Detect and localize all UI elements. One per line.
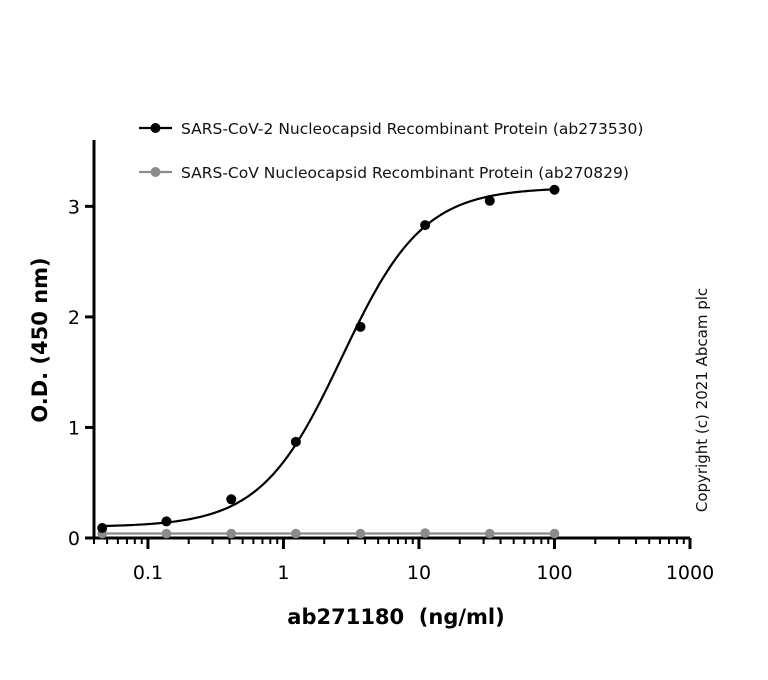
series-1-point (355, 321, 366, 332)
x-tick-label: 1000 (666, 562, 714, 584)
x-tick-label: 100 (536, 562, 572, 584)
x-tick-label: 10 (407, 562, 431, 584)
y-tick-label: 0 (68, 528, 80, 550)
legend-label-2: SARS-CoV Nucleocapsid Recombinant Protei… (181, 164, 629, 182)
legend-marker-2 (150, 167, 161, 177)
y-axis-title: O.D. (450 nm) (28, 257, 52, 422)
series-1-point (290, 436, 301, 447)
x-tick-label: 0.1 (133, 562, 163, 584)
copyright-annotation: Copyright (c) 2021 Abcam plc (693, 288, 711, 512)
series-2-point (355, 528, 366, 539)
series-1-point (549, 184, 560, 195)
y-tick-label: 3 (68, 196, 80, 218)
legend-label-1: SARS-CoV-2 Nucleocapsid Recombinant Prot… (181, 120, 643, 138)
series-1-point (420, 220, 431, 231)
series-layer (97, 184, 560, 539)
series-1-point (161, 516, 172, 527)
series-1-fit-line (102, 188, 555, 528)
legend: SARS-CoV-2 Nucleocapsid Recombinant Prot… (139, 120, 643, 182)
series-2-point (161, 528, 172, 539)
series-1-point (484, 195, 495, 206)
series-2-point (291, 528, 301, 539)
y-tick-label: 1 (68, 417, 80, 439)
x-tick-label: 1 (277, 562, 289, 584)
legend-marker-1 (150, 123, 161, 133)
series-1-point (97, 523, 108, 534)
series-2-point (549, 528, 560, 539)
series-2-point (484, 528, 495, 539)
axes: 0 1 2 3 0.1 1 10 100 1000 (68, 140, 714, 584)
series-2-point (420, 528, 430, 538)
x-axis-title: ab271180 (ng/ml) (287, 605, 504, 629)
series-1-point (226, 494, 237, 505)
series-2-point (226, 528, 237, 539)
y-tick-label: 2 (68, 307, 80, 329)
